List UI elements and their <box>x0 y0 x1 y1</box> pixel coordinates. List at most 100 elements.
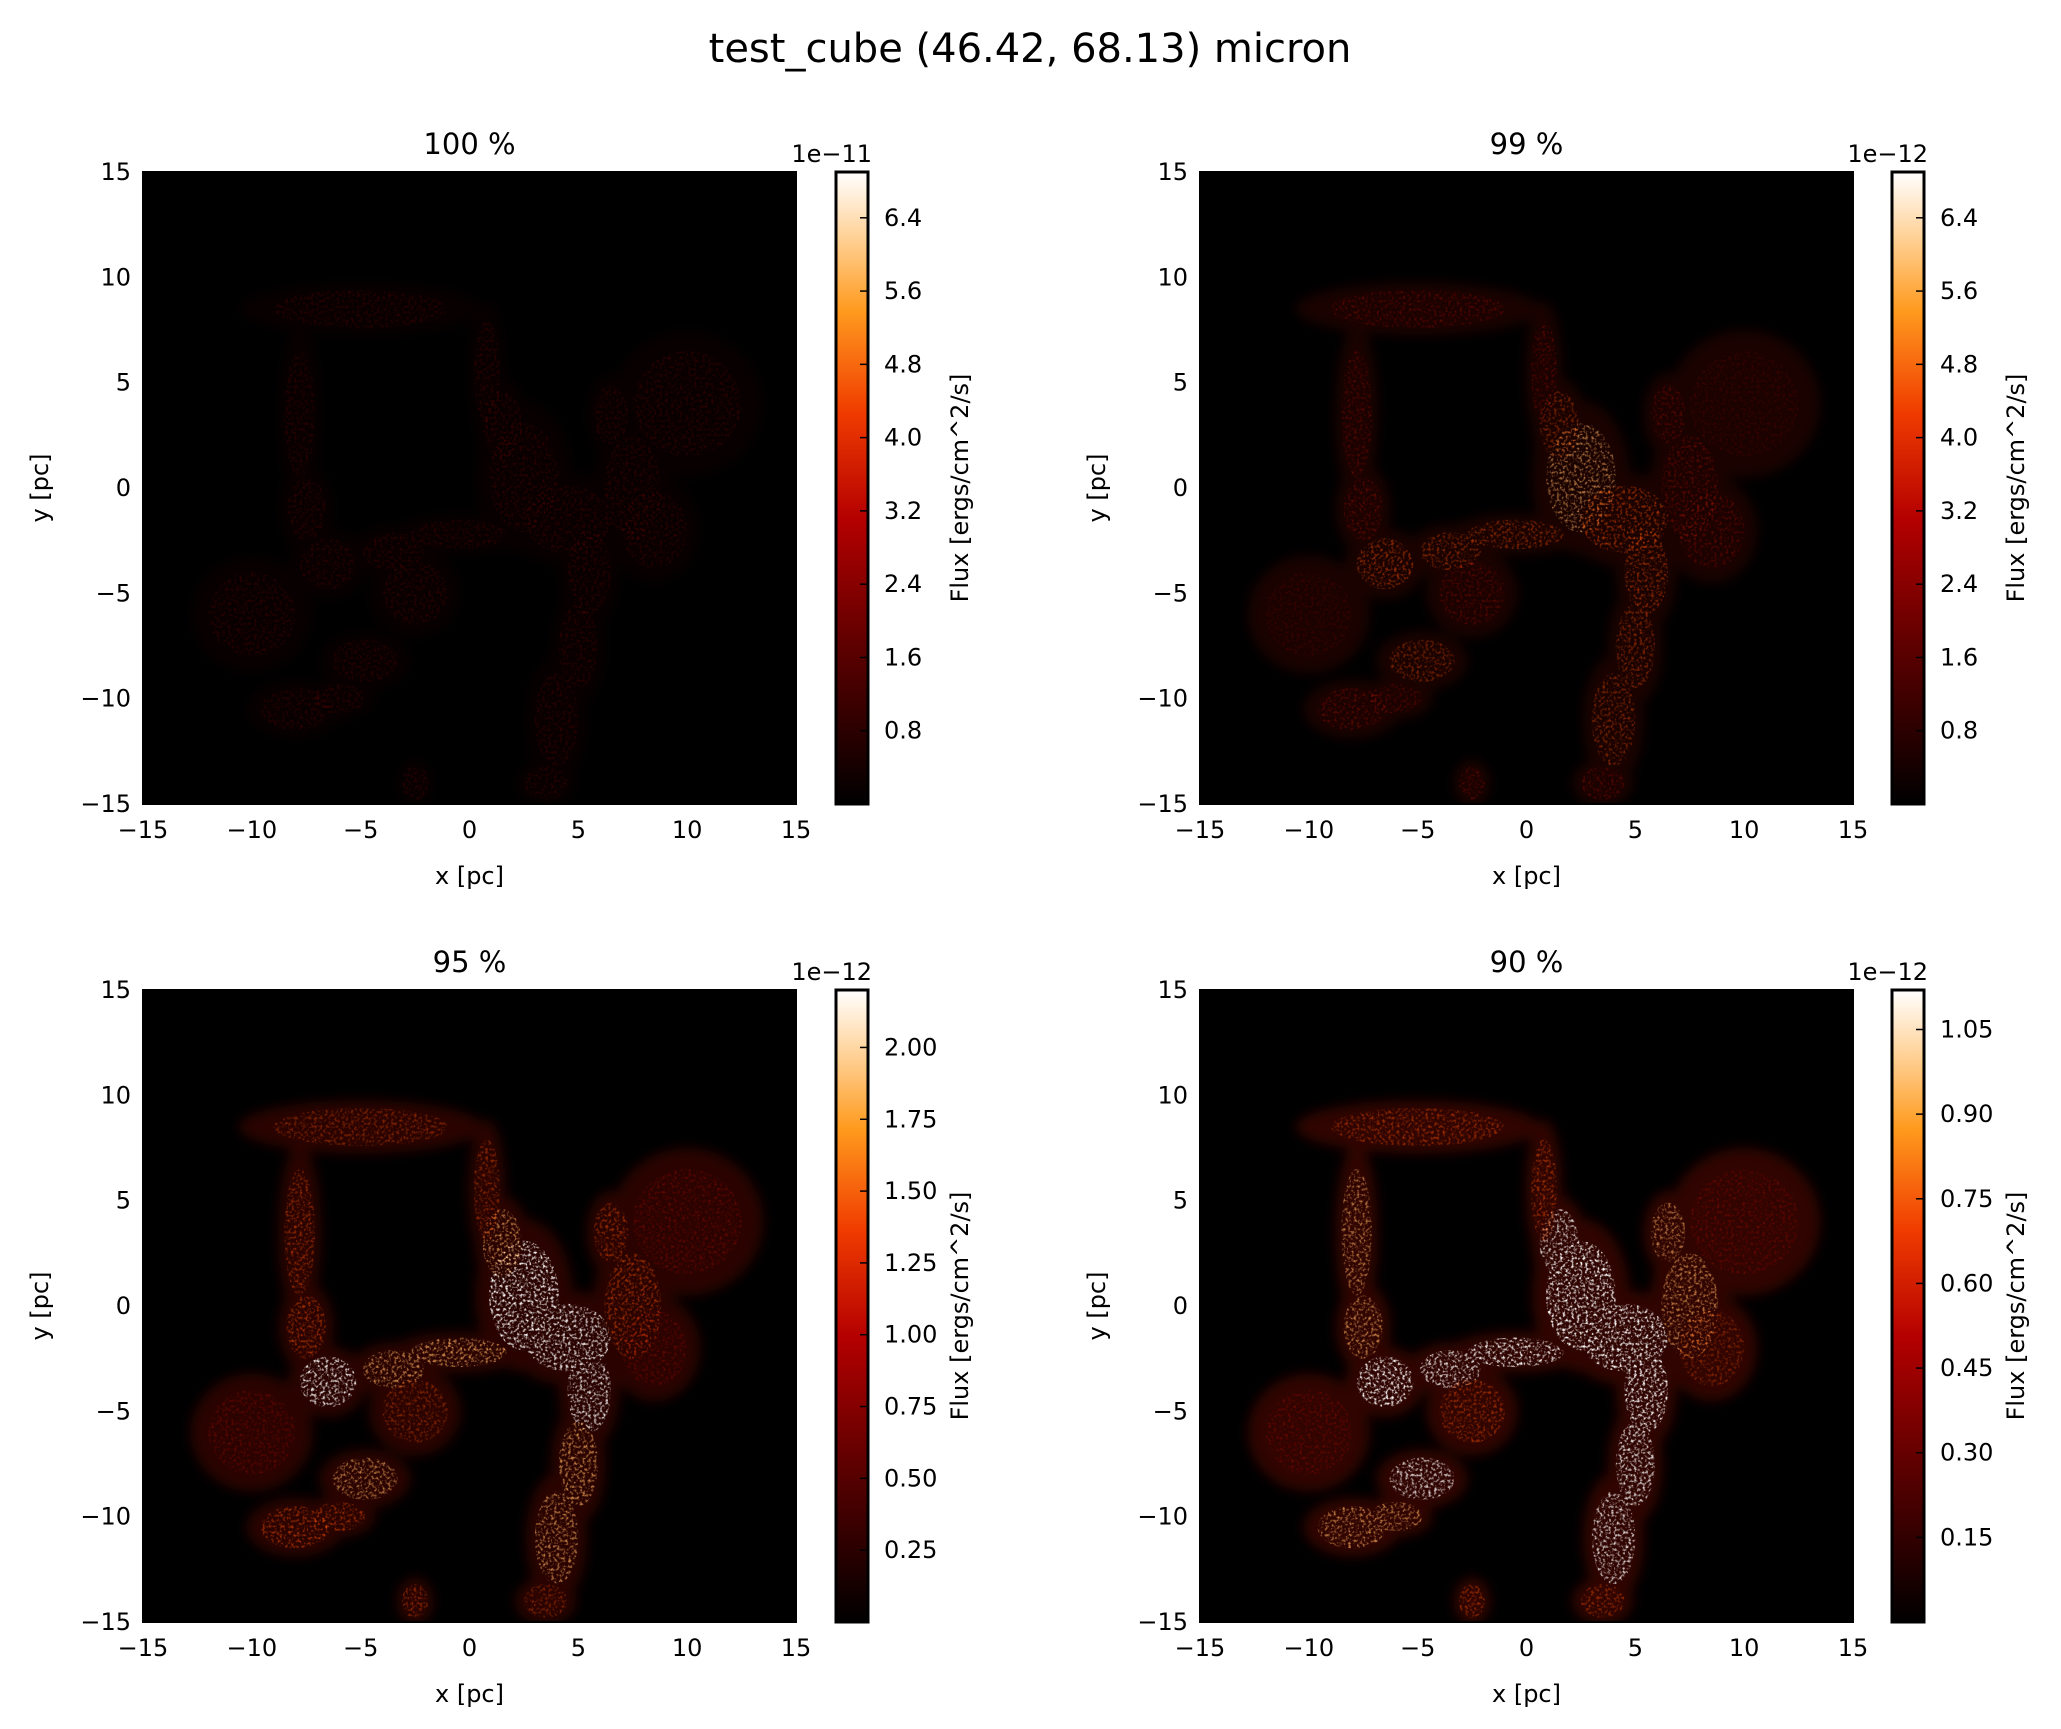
colorbar-tick-label: 1.05 <box>1940 1016 1993 1044</box>
colorbar-tick-label: 1.50 <box>884 1177 937 1205</box>
colorbar-tick-label: 4.0 <box>884 424 922 452</box>
y-tick-label: 0 <box>116 1292 131 1320</box>
emission-region <box>332 1457 398 1500</box>
x-tick-label: 10 <box>672 1634 703 1662</box>
emission-region <box>1341 351 1372 478</box>
y-axis-label: y [pc] <box>26 1272 54 1341</box>
emission-region <box>558 603 598 689</box>
emission-region <box>1419 532 1481 571</box>
colorbar-tick-label: 4.8 <box>1940 350 1978 378</box>
y-axis-label: y [pc] <box>1083 1272 1111 1341</box>
colorbar-offset: 1e−12 <box>1847 958 1928 986</box>
emission-region <box>523 766 568 800</box>
heatmap-background <box>143 172 796 804</box>
colorbar-tick-label: 3.2 <box>1940 497 1978 525</box>
x-tick-label: 5 <box>571 1634 586 1662</box>
y-tick-label: 10 <box>100 263 131 291</box>
colorbar-tick-label: 0.30 <box>1940 1439 1993 1467</box>
heatmap-emission <box>190 282 764 804</box>
emission-region <box>1439 561 1505 625</box>
panel-3: 95 % −15 −10 −5 0 5 10 15 15 10 5 0 −5 −10 −15 x [pc] y … <box>26 945 974 1708</box>
emission-region <box>1650 1202 1686 1262</box>
x-tick-label: 5 <box>571 816 586 844</box>
emission-region <box>362 532 424 571</box>
colorbar-tick-label: 5.6 <box>1940 277 1978 305</box>
panel-2: 99 % −15 −10 −5 0 5 10 15 15 10 5 0 −5 −10 −15 x [pc] y … <box>1083 127 2030 890</box>
x-tick-label: 10 <box>1729 1634 1760 1662</box>
y-tick-label: 10 <box>1157 1081 1188 1109</box>
emission-region <box>1343 477 1383 541</box>
colorbar <box>834 988 870 1624</box>
emission-region <box>1389 639 1455 682</box>
emission-region <box>534 1491 579 1585</box>
colorbar <box>1890 988 1926 1624</box>
emission-region <box>558 1421 598 1507</box>
x-axis-label: x [pc] <box>1492 862 1561 890</box>
y-axis-label: y [pc] <box>26 454 54 523</box>
colorbar-tick-label: 0.60 <box>1940 1269 1993 1297</box>
emission-region <box>312 683 366 714</box>
emission-region <box>208 572 296 657</box>
colorbar-tick-label: 1.6 <box>884 643 922 671</box>
emission-region <box>402 1584 429 1618</box>
colorbar-label: Flux [ergs/cm^2/s] <box>2002 1192 2030 1421</box>
emission-region <box>1330 289 1505 328</box>
panel-title: 99 % <box>1490 127 1564 161</box>
colorbar <box>1890 170 1926 806</box>
x-tick-label: −5 <box>1400 1634 1435 1662</box>
emission-region <box>1530 321 1557 423</box>
emission-region <box>312 1501 366 1532</box>
emission-region <box>1624 1348 1668 1433</box>
y-tick-label: −10 <box>80 685 131 713</box>
colorbar-tick-label: 0.75 <box>884 1393 937 1421</box>
colorbar-tick-label: 1.25 <box>884 1249 937 1277</box>
x-tick-label: −5 <box>343 1634 378 1662</box>
heatmap-background <box>1200 172 1853 804</box>
emission-region <box>1467 1337 1564 1368</box>
heatmap-background <box>143 990 796 1622</box>
emission-region <box>1419 1350 1481 1389</box>
emission-region <box>1689 1169 1799 1275</box>
x-tick-label: −10 <box>1284 816 1335 844</box>
emission-region <box>593 384 629 444</box>
colorbar-offset: 1e−11 <box>791 140 872 168</box>
x-tick-label: 15 <box>1838 1634 1869 1662</box>
emission-region <box>1678 492 1745 569</box>
y-tick-label: 15 <box>1157 158 1188 186</box>
heatmap-emission <box>190 1100 764 1622</box>
y-tick-label: 5 <box>116 369 131 397</box>
y-tick-label: −10 <box>1137 685 1188 713</box>
emission-region <box>1330 1107 1505 1146</box>
emission-region <box>410 1337 507 1368</box>
colorbar-tick-label: 2.4 <box>884 570 922 598</box>
y-tick-label: −15 <box>80 790 131 818</box>
emission-region <box>1624 530 1668 615</box>
x-tick-label: 15 <box>781 816 812 844</box>
emission-region <box>284 1169 315 1296</box>
x-axis-label: x [pc] <box>1492 1680 1561 1708</box>
emission-region <box>534 673 579 767</box>
emission-region <box>332 639 398 682</box>
y-tick-label: −15 <box>1137 1608 1188 1636</box>
colorbar-label: Flux [ergs/cm^2/s] <box>2002 374 2030 603</box>
colorbar-tick-label: 4.8 <box>884 350 922 378</box>
emission-region <box>1369 1501 1423 1532</box>
heatmap-background <box>1200 990 1853 1622</box>
emission-region <box>1580 766 1625 800</box>
x-tick-label: −10 <box>227 1634 278 1662</box>
emission-region <box>382 561 448 625</box>
colorbar-offset: 1e−12 <box>1847 140 1928 168</box>
panel-title: 90 % <box>1490 945 1564 979</box>
y-tick-label: 0 <box>1173 1292 1188 1320</box>
emission-region <box>1369 683 1423 714</box>
emission-region <box>567 530 611 615</box>
x-tick-label: 15 <box>781 1634 812 1662</box>
emission-region <box>410 519 507 550</box>
colorbar-tick-label: 0.15 <box>1940 1523 1993 1551</box>
y-tick-label: −5 <box>1153 1397 1188 1425</box>
y-tick-label: 15 <box>100 158 131 186</box>
emission-region <box>1265 1390 1353 1475</box>
x-tick-label: 10 <box>672 816 703 844</box>
x-tick-label: 5 <box>1628 1634 1643 1662</box>
emission-region <box>273 1107 448 1146</box>
